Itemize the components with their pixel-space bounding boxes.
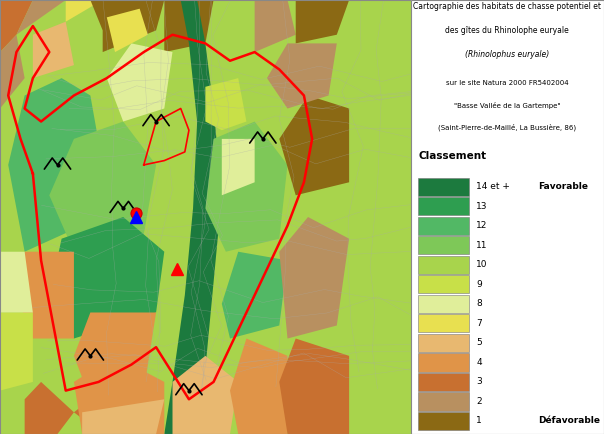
Polygon shape xyxy=(16,0,66,35)
Polygon shape xyxy=(74,312,156,399)
Text: 12: 12 xyxy=(477,221,488,230)
Polygon shape xyxy=(91,0,164,52)
Polygon shape xyxy=(164,0,214,52)
Polygon shape xyxy=(279,339,349,434)
Polygon shape xyxy=(173,356,238,434)
Polygon shape xyxy=(107,43,173,122)
Polygon shape xyxy=(107,9,148,52)
Bar xyxy=(419,256,469,274)
Polygon shape xyxy=(25,382,74,434)
Polygon shape xyxy=(8,78,103,252)
Bar xyxy=(419,353,469,372)
Text: (Rhinolophus euryale): (Rhinolophus euryale) xyxy=(465,50,550,59)
Text: 7: 7 xyxy=(477,319,482,328)
Polygon shape xyxy=(255,0,296,52)
Bar xyxy=(419,217,469,235)
Text: Cartographie des habitats de chasse potentiel et: Cartographie des habitats de chasse pote… xyxy=(413,2,602,11)
Bar xyxy=(419,275,469,293)
Polygon shape xyxy=(50,217,164,339)
Polygon shape xyxy=(279,95,349,195)
Text: 5: 5 xyxy=(477,339,482,347)
Text: Classement: Classement xyxy=(419,151,487,161)
Polygon shape xyxy=(50,122,156,252)
Polygon shape xyxy=(66,0,103,22)
Bar xyxy=(419,295,469,313)
Text: (Saint-Pierre-de-Maillé, La Bussière, 86): (Saint-Pierre-de-Maillé, La Bussière, 86… xyxy=(439,124,576,131)
Text: 9: 9 xyxy=(477,280,482,289)
Text: 14 et +: 14 et + xyxy=(477,182,510,191)
Bar xyxy=(419,314,469,332)
Polygon shape xyxy=(205,122,288,252)
Polygon shape xyxy=(230,339,288,434)
Text: 3: 3 xyxy=(477,378,482,386)
Polygon shape xyxy=(267,43,337,108)
Text: 8: 8 xyxy=(477,299,482,308)
Bar xyxy=(419,334,469,352)
Bar xyxy=(419,373,469,391)
Text: 1: 1 xyxy=(477,417,482,425)
Text: 4: 4 xyxy=(477,358,482,367)
Text: 2: 2 xyxy=(477,397,482,406)
Polygon shape xyxy=(222,139,255,195)
Text: "Basse Vallée de la Gartempe": "Basse Vallée de la Gartempe" xyxy=(454,102,561,109)
Polygon shape xyxy=(0,312,33,391)
Polygon shape xyxy=(222,252,288,339)
Bar xyxy=(419,236,469,254)
Polygon shape xyxy=(164,0,222,434)
Polygon shape xyxy=(74,356,164,434)
Polygon shape xyxy=(0,35,25,108)
Polygon shape xyxy=(279,217,349,339)
Polygon shape xyxy=(0,0,33,52)
Text: 10: 10 xyxy=(477,260,488,269)
Bar xyxy=(419,178,469,196)
Bar xyxy=(419,392,469,411)
Text: 13: 13 xyxy=(477,202,488,210)
Polygon shape xyxy=(82,399,164,434)
Polygon shape xyxy=(296,0,349,43)
Text: Favorable: Favorable xyxy=(538,182,588,191)
Polygon shape xyxy=(16,252,74,339)
Polygon shape xyxy=(205,78,246,130)
Text: Défavorable: Défavorable xyxy=(538,417,600,425)
Polygon shape xyxy=(74,391,144,434)
Bar xyxy=(419,197,469,215)
Text: sur le site Natura 2000 FR5402004: sur le site Natura 2000 FR5402004 xyxy=(446,80,569,86)
Text: 11: 11 xyxy=(477,241,488,250)
Polygon shape xyxy=(0,252,33,312)
Bar xyxy=(419,412,469,430)
Text: des gîtes du Rhinolophe euryale: des gîtes du Rhinolophe euryale xyxy=(446,26,569,35)
Polygon shape xyxy=(33,22,74,78)
